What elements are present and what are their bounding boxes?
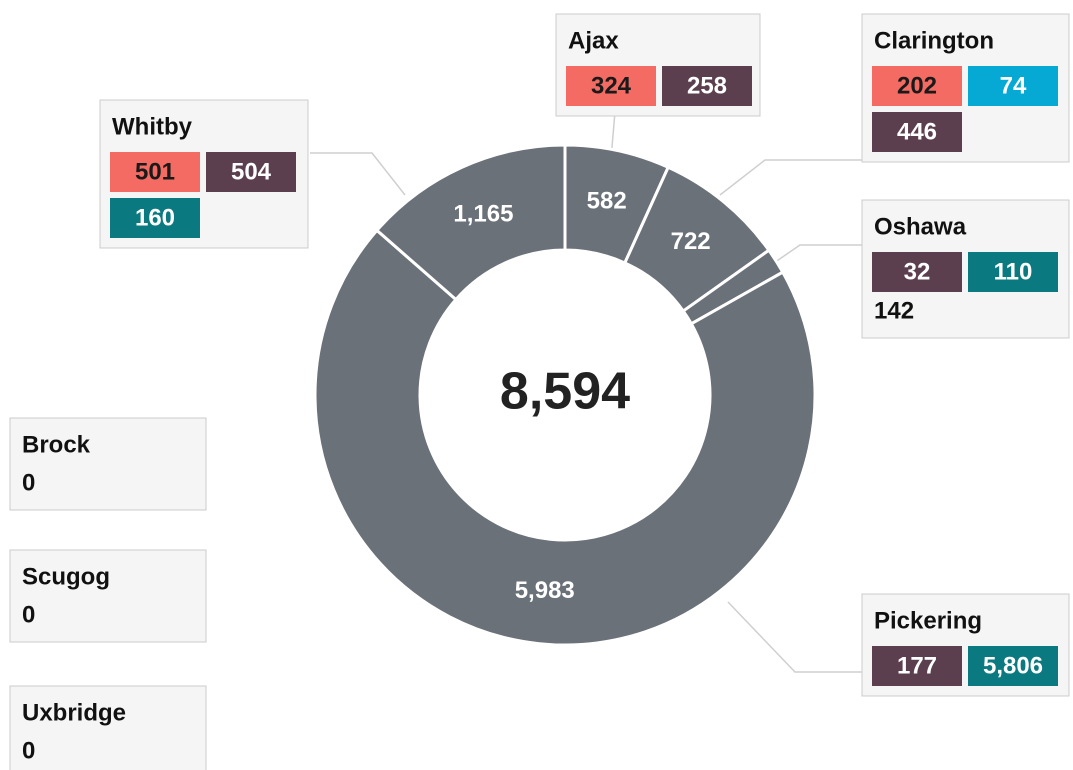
part-label: 74 bbox=[1000, 72, 1027, 99]
part-chip bbox=[872, 66, 962, 106]
part-label: 5,806 bbox=[983, 652, 1043, 679]
part-chip bbox=[872, 252, 962, 292]
district-name: Scugog bbox=[22, 563, 110, 590]
district-name: Pickering bbox=[874, 607, 982, 634]
donut: 582 722 5,983 1,165 bbox=[313, 143, 817, 647]
part-label: 446 bbox=[897, 118, 937, 145]
district-total: 0 bbox=[22, 737, 35, 764]
district-box: Scugog 0 bbox=[9, 549, 207, 643]
part-chip bbox=[968, 66, 1058, 106]
part-label: 504 bbox=[231, 158, 272, 185]
district-total: 0 bbox=[22, 601, 35, 628]
part-label: 501 bbox=[135, 158, 175, 185]
part-chip bbox=[110, 152, 200, 192]
segment-label: 1,165 bbox=[453, 200, 513, 227]
donut-segment bbox=[313, 228, 817, 647]
district-boxes: Ajax 324 258 Clarington 202 74 446 Whitby 501 504… bbox=[9, 13, 1070, 770]
part-chip bbox=[206, 152, 296, 192]
segment-label: 582 bbox=[587, 187, 627, 214]
part-label: 110 bbox=[994, 258, 1033, 285]
district-name: Ajax bbox=[568, 27, 619, 54]
district-name: Clarington bbox=[874, 27, 994, 54]
box-background bbox=[9, 685, 207, 770]
box-background bbox=[9, 549, 207, 643]
part-chip bbox=[872, 112, 962, 152]
district-name: Oshawa bbox=[874, 213, 967, 240]
box-background bbox=[9, 417, 207, 511]
donut-segment bbox=[374, 143, 567, 302]
segment-label: 5,983 bbox=[515, 577, 575, 604]
part-chip bbox=[968, 646, 1058, 686]
district-box: Oshawa 32 110 142 bbox=[861, 199, 1070, 339]
part-chip bbox=[872, 646, 962, 686]
district-name: Whitby bbox=[112, 113, 193, 140]
district-total: 142 bbox=[874, 297, 914, 324]
part-chip bbox=[662, 66, 752, 106]
district-box: Pickering 177 5,806 bbox=[861, 593, 1070, 697]
part-chip bbox=[566, 66, 656, 106]
district-name: Brock bbox=[22, 431, 91, 458]
leader-line bbox=[727, 601, 862, 673]
part-label: 160 bbox=[135, 204, 175, 231]
segment-label: 722 bbox=[671, 228, 711, 255]
leader-line bbox=[719, 159, 862, 196]
district-box: Clarington 202 74 446 bbox=[861, 13, 1070, 163]
part-chip bbox=[110, 198, 200, 238]
part-label: 258 bbox=[687, 72, 727, 99]
district-name: Uxbridge bbox=[22, 699, 126, 726]
district-box: Whitby 501 504 160 bbox=[99, 99, 309, 249]
district-box: Uxbridge 0 bbox=[9, 685, 207, 770]
part-label: 32 bbox=[904, 258, 931, 285]
district-box: Brock 0 bbox=[9, 417, 207, 511]
part-label: 177 bbox=[897, 652, 937, 679]
part-label: 202 bbox=[897, 72, 937, 99]
district-total: 0 bbox=[22, 469, 35, 496]
part-chip bbox=[968, 252, 1058, 292]
leader-line bbox=[310, 152, 406, 196]
part-label: 324 bbox=[591, 72, 632, 99]
total-label: 8,594 bbox=[500, 363, 630, 421]
district-box: Ajax 324 258 bbox=[555, 13, 761, 117]
